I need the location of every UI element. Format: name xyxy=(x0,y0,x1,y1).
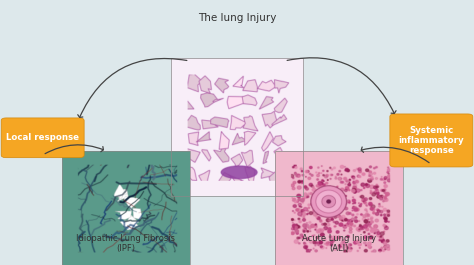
Text: Local response: Local response xyxy=(6,133,79,142)
Text: Systemic
inflammatory
response: Systemic inflammatory response xyxy=(399,126,464,155)
FancyBboxPatch shape xyxy=(1,118,84,158)
Text: Acute Lung Injury
(ALI): Acute Lung Injury (ALI) xyxy=(302,234,376,253)
Text: The lung Injury: The lung Injury xyxy=(198,13,276,23)
FancyBboxPatch shape xyxy=(390,114,473,167)
Text: Idiopathic Lung Fibrosis
(IPF): Idiopathic Lung Fibrosis (IPF) xyxy=(76,234,175,253)
